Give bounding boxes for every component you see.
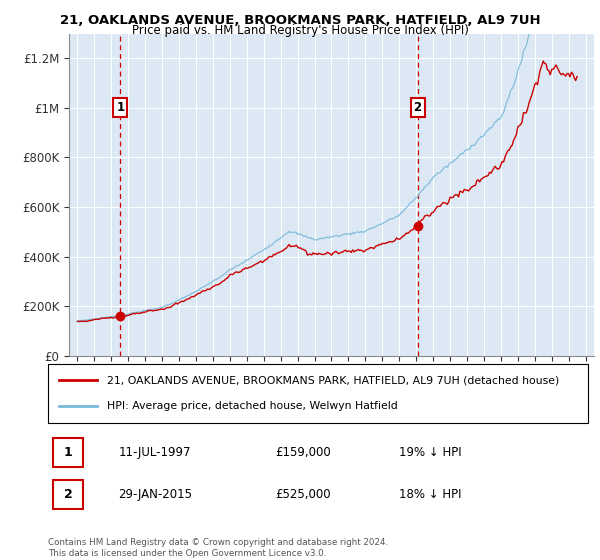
- FancyBboxPatch shape: [48, 364, 588, 423]
- FancyBboxPatch shape: [53, 437, 83, 467]
- Text: 11-JUL-1997: 11-JUL-1997: [118, 446, 191, 459]
- Text: 21, OAKLANDS AVENUE, BROOKMANS PARK, HATFIELD, AL9 7UH (detached house): 21, OAKLANDS AVENUE, BROOKMANS PARK, HAT…: [107, 375, 560, 385]
- Text: Contains HM Land Registry data © Crown copyright and database right 2024.
This d: Contains HM Land Registry data © Crown c…: [48, 538, 388, 558]
- Text: £525,000: £525,000: [275, 488, 331, 501]
- Text: 19% ↓ HPI: 19% ↓ HPI: [399, 446, 461, 459]
- Text: 21, OAKLANDS AVENUE, BROOKMANS PARK, HATFIELD, AL9 7UH: 21, OAKLANDS AVENUE, BROOKMANS PARK, HAT…: [59, 14, 541, 27]
- Text: 2: 2: [64, 488, 73, 501]
- Text: £159,000: £159,000: [275, 446, 331, 459]
- Text: 18% ↓ HPI: 18% ↓ HPI: [399, 488, 461, 501]
- Text: 1: 1: [64, 446, 73, 459]
- Text: 2: 2: [413, 101, 422, 114]
- Text: 1: 1: [116, 101, 124, 114]
- Text: Price paid vs. HM Land Registry's House Price Index (HPI): Price paid vs. HM Land Registry's House …: [131, 24, 469, 36]
- Text: HPI: Average price, detached house, Welwyn Hatfield: HPI: Average price, detached house, Welw…: [107, 402, 398, 412]
- Text: 29-JAN-2015: 29-JAN-2015: [118, 488, 192, 501]
- FancyBboxPatch shape: [53, 479, 83, 509]
